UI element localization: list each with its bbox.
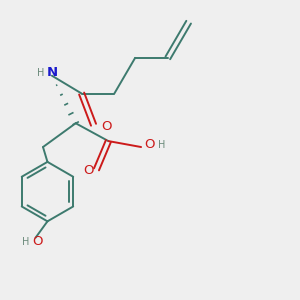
Text: O: O [83,164,93,177]
Text: O: O [33,235,43,248]
Text: N: N [47,66,58,79]
Text: H: H [37,68,44,78]
Text: H: H [22,237,30,247]
Text: H: H [158,140,165,150]
Text: O: O [144,138,155,151]
Text: O: O [101,120,111,133]
